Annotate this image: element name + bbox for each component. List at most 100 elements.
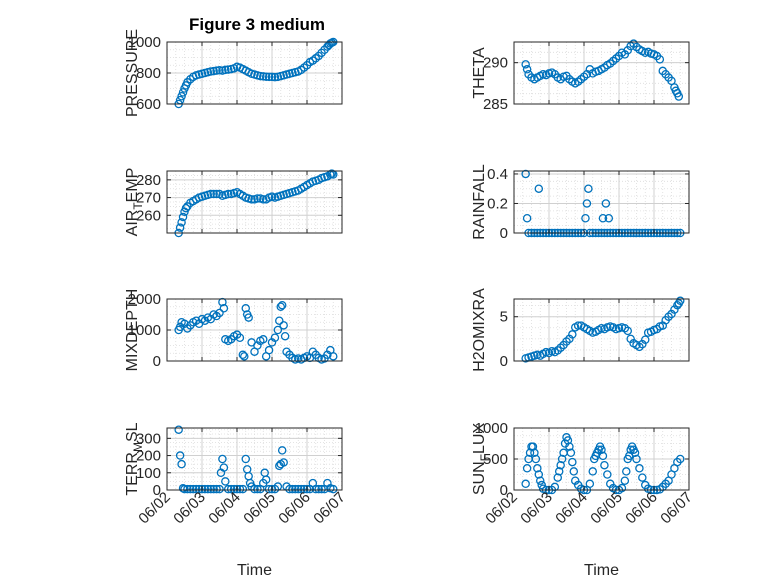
data-point	[215, 308, 224, 318]
data-point	[556, 460, 565, 470]
data-point	[206, 484, 215, 494]
y-tick-label: 0.4	[487, 166, 508, 183]
data-point	[676, 454, 685, 464]
data-point	[241, 454, 250, 464]
data-point	[203, 484, 213, 494]
data-point	[279, 321, 288, 330]
y-tick-label: 300	[136, 430, 161, 447]
data-point	[223, 65, 233, 74]
data-point	[280, 331, 290, 341]
data-point	[219, 304, 229, 313]
data-point	[676, 296, 685, 306]
y-tick-label: 0	[153, 482, 161, 499]
data-point	[186, 484, 195, 494]
data-point	[256, 71, 265, 81]
y-axis-label-part: PRESSURE	[124, 29, 141, 117]
data-point	[219, 463, 229, 472]
data-point	[206, 67, 215, 76]
data-point	[597, 445, 606, 454]
subplot-6: 0 5 H2OMIXRA	[471, 288, 690, 372]
data-point	[534, 470, 544, 479]
y-axis-label-part: MIXDEPTH	[124, 289, 141, 372]
data-point	[218, 454, 227, 464]
data-point	[531, 454, 541, 464]
data-point	[177, 92, 186, 101]
y-tick-label: 1000	[128, 34, 161, 51]
axes-box	[513, 298, 690, 362]
y-tick-label: 500	[483, 451, 508, 468]
y-axis-label: H2OMIXRA	[471, 288, 488, 372]
data-point	[177, 459, 186, 469]
data-point	[253, 484, 262, 494]
data-point	[235, 484, 245, 494]
data-point	[194, 484, 204, 494]
data-point	[536, 476, 545, 485]
y-tick-label: 800	[136, 65, 161, 82]
data-point	[238, 484, 248, 494]
data-point	[317, 484, 326, 494]
data-point	[537, 480, 546, 490]
axes-box	[166, 170, 343, 234]
data-point	[617, 483, 627, 493]
data-point	[223, 484, 233, 494]
data-point	[601, 199, 611, 208]
data-point	[638, 473, 647, 482]
data-point	[241, 304, 250, 313]
data-point	[588, 467, 598, 476]
y-tick-label: 600	[136, 96, 161, 113]
data-point	[521, 479, 530, 489]
y-tick-label: 2000	[128, 291, 161, 308]
y-tick-label: 1000	[128, 322, 161, 339]
data-point	[273, 325, 283, 335]
data-point	[585, 479, 595, 489]
data-point	[191, 484, 201, 494]
y-tick-label: 0	[153, 353, 161, 370]
data-point	[568, 457, 577, 467]
data-point	[522, 464, 532, 473]
data-point	[178, 212, 188, 222]
data-point	[521, 169, 530, 179]
data-point	[250, 484, 259, 494]
y-tick-label: 0.2	[487, 195, 508, 212]
y-axis-label-part: RAINFALL	[471, 164, 488, 240]
data-point	[175, 451, 185, 460]
data-point	[293, 484, 303, 494]
y-axis-label: SUNFLUX	[471, 423, 492, 496]
data-point	[175, 223, 185, 232]
data-point	[573, 321, 583, 330]
data-point	[328, 352, 338, 361]
data-point	[554, 467, 564, 476]
data-point	[258, 72, 268, 81]
y-tick-label: 280	[136, 172, 161, 189]
y-axis-label-part: SUN	[471, 461, 488, 495]
x-axis-label: Time	[584, 562, 619, 579]
data-point	[328, 484, 338, 494]
y-axis-label: AIRTEMP	[124, 168, 145, 237]
data-point	[197, 484, 207, 494]
data-point	[623, 326, 633, 336]
x-axis-label: Time	[237, 562, 272, 579]
data-point	[174, 425, 183, 434]
data-point	[635, 464, 644, 473]
y-axis-label-part: LUX	[471, 423, 488, 454]
data-point	[569, 467, 579, 476]
y-tick-label: 270	[136, 190, 161, 207]
data-point	[296, 484, 306, 494]
y-axis-label-part: THETA	[471, 47, 488, 99]
data-point	[302, 484, 312, 494]
data-point	[620, 476, 630, 485]
data-point	[215, 484, 224, 494]
y-tick-label: 260	[136, 207, 161, 224]
axes-box	[513, 41, 690, 105]
y-axis-label: PRESSURE	[124, 29, 141, 117]
y-tick-label: 0	[500, 225, 508, 242]
data-point	[603, 470, 612, 479]
data-point	[180, 484, 189, 494]
data-point	[598, 213, 608, 223]
y-tick-label: 0	[500, 353, 508, 370]
data-point	[209, 189, 218, 199]
y-tick-label: 0	[500, 482, 508, 499]
